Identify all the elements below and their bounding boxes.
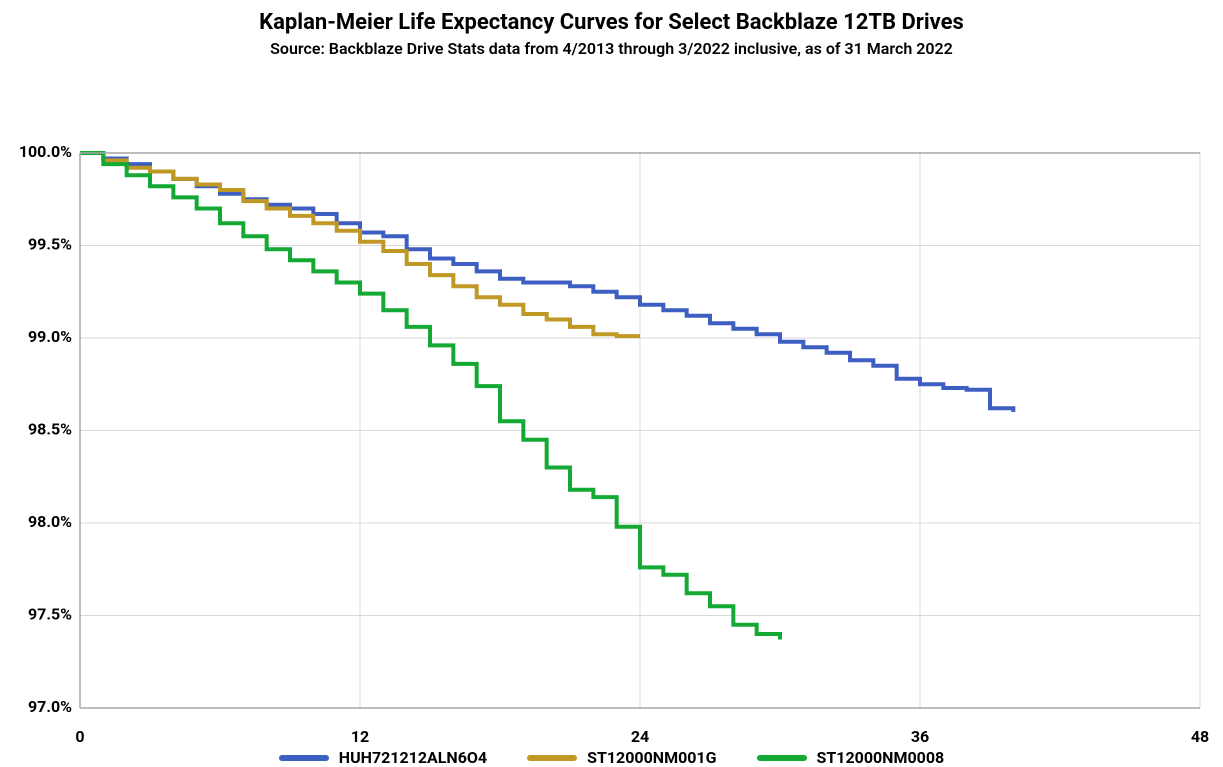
chart-title: Kaplan-Meier Life Expectancy Curves for … xyxy=(0,10,1223,35)
chart-titles: Kaplan-Meier Life Expectancy Curves for … xyxy=(0,0,1223,58)
y-tick-label: 99.0% xyxy=(28,327,72,346)
x-tick-label: 24 xyxy=(631,727,649,746)
y-tick-label: 99.5% xyxy=(28,235,72,254)
y-tick-label: 98.0% xyxy=(28,512,72,531)
y-tick-label: 97.5% xyxy=(28,605,72,624)
x-tick-label: 48 xyxy=(1191,727,1209,746)
x-tick-label: 12 xyxy=(351,727,369,746)
chart-container: Kaplan-Meier Life Expectancy Curves for … xyxy=(0,0,1223,758)
chart-plot: 97.0% 97.5% 98.0% 98.5% 99.0% 99.5% 100.0% 0 12 2… xyxy=(0,58,1223,748)
x-tick-label: 0 xyxy=(75,727,84,746)
y-tick-label: 98.5% xyxy=(28,420,72,439)
y-tick-label: 97.0% xyxy=(28,697,72,716)
x-tick-label: 36 xyxy=(911,727,929,746)
chart-subtitle: Source: Backblaze Drive Stats data from … xyxy=(0,39,1223,58)
y-tick-label: 100.0% xyxy=(19,142,72,161)
